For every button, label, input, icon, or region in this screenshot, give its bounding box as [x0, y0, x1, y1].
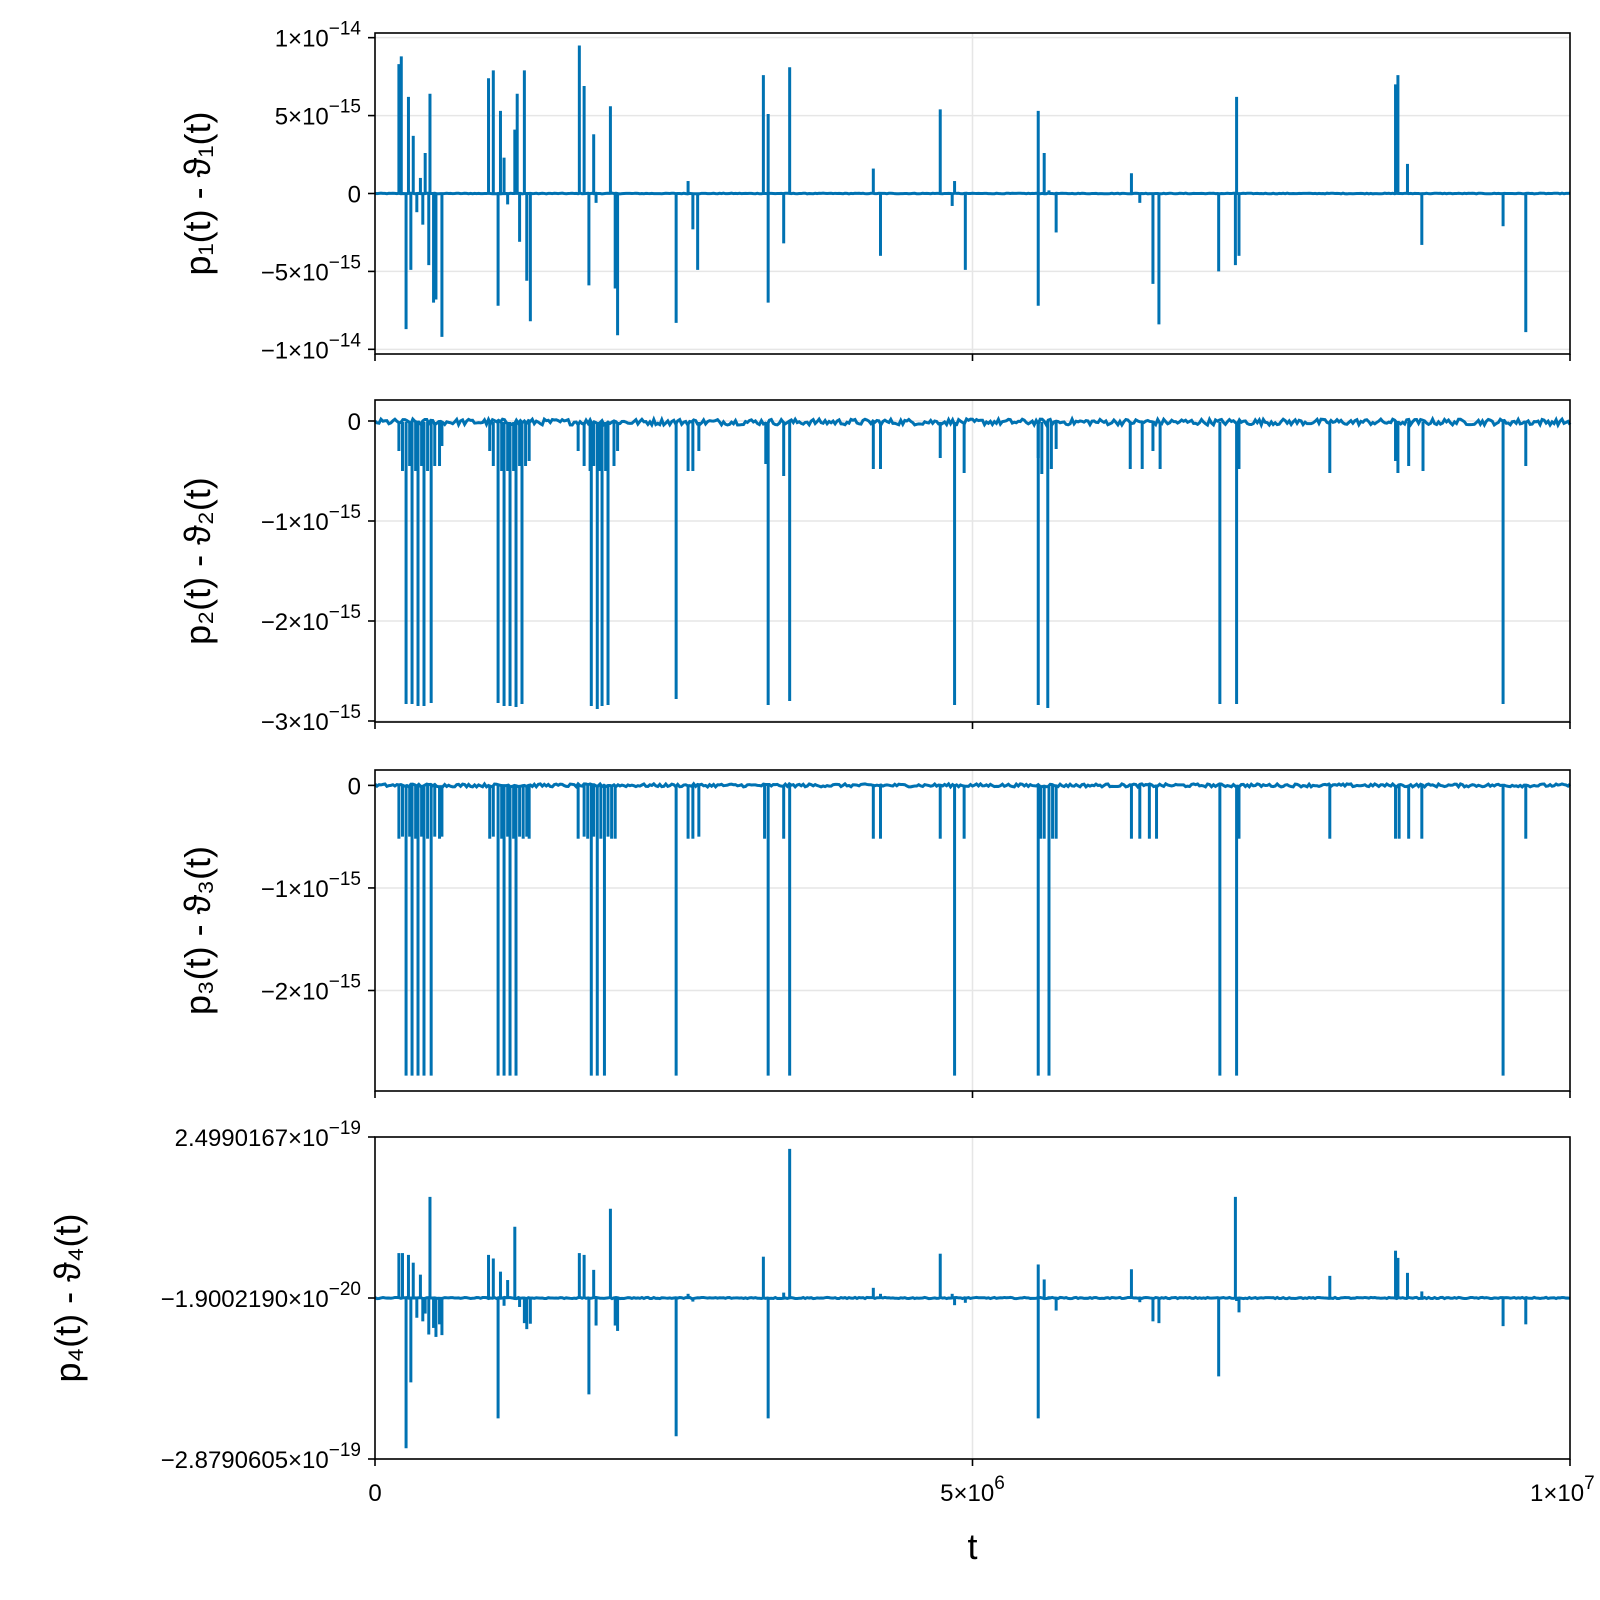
y-tick-label: −1×10−15: [261, 869, 361, 903]
y-tick-label: 2.4990167×10−19: [175, 1118, 361, 1152]
y-axis-title: p₁(t) - ϑ₁(t): [177, 112, 218, 276]
x-tick-label: 0: [368, 1480, 381, 1507]
y-tick-label: −5×10−15: [261, 252, 361, 286]
series-baseline: [373, 781, 1572, 790]
x-tick-label: 1×107: [1530, 1473, 1595, 1507]
y-tick-label: −3×10−15: [261, 702, 361, 736]
series-baseline: [374, 1295, 1571, 1301]
y-axis-title: p₂(t) - ϑ₂(t): [177, 477, 218, 645]
panel-2: 0 −1×10−15 −2×10−15 −3×10−15 p₂(t) - ϑ₂(t): [177, 399, 1572, 736]
y-tick-label: 5×10−15: [275, 97, 361, 131]
x-axis-title: t: [967, 1526, 977, 1567]
y-tick-label: −1×10−15: [261, 502, 361, 536]
y-tick-label: 0: [348, 773, 361, 800]
panel-3: 0 −1×10−15 −2×10−15 p₃(t) - ϑ₃(t): [177, 769, 1572, 1098]
y-tick-label: −2×10−15: [261, 602, 361, 636]
y-tick-label: 0: [348, 409, 361, 436]
panel-4: 2.4990167×10−19 −1.9002190×10−20 −2.879060…: [47, 1118, 1595, 1567]
y-tick-label: 1×10−14: [275, 19, 362, 53]
y-axis-title: p₃(t) - ϑ₃(t): [177, 846, 218, 1015]
series-baseline: [374, 191, 1571, 196]
y-tick-label: 0: [348, 182, 361, 209]
y-tick-label: −1.9002190×10−20: [161, 1279, 361, 1313]
y-tick-label: −2.8790605×10−19: [161, 1440, 361, 1474]
y-tick-label: −1×10−14: [261, 330, 362, 364]
panel-1: 1×10−14 5×10−15 0 −5×10−15 −1×10−14 p₁(t) - ϑ…: [177, 19, 1571, 364]
x-tick-label: 5×106: [940, 1473, 1005, 1507]
y-axis-title: p₄(t) - ϑ₄(t): [47, 1213, 88, 1382]
series-baseline: [373, 415, 1572, 429]
y-tick-label: −2×10−15: [261, 971, 361, 1005]
